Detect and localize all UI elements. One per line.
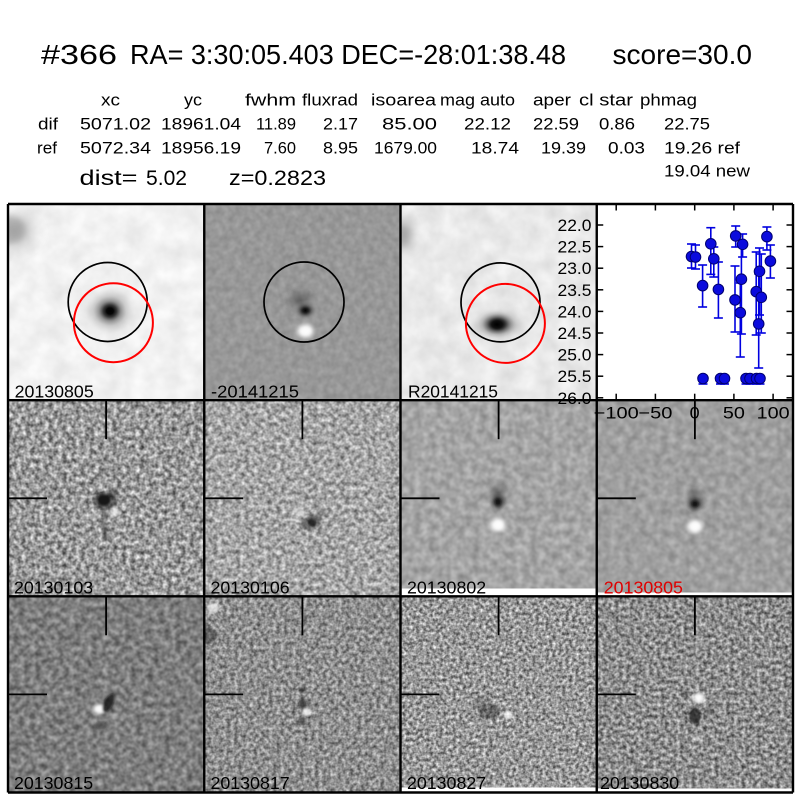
- svg-text:20130106: 20130106: [211, 577, 290, 597]
- svg-text:26.0: 26.0: [558, 389, 592, 408]
- svg-text:phmag: phmag: [640, 90, 697, 109]
- svg-text:dist=: dist=: [80, 166, 138, 190]
- svg-text:dif: dif: [38, 114, 58, 133]
- svg-text:score=30.0: score=30.0: [613, 39, 753, 70]
- svg-text:R20141215: R20141215: [408, 382, 498, 402]
- svg-text:5071.02: 5071.02: [80, 114, 151, 133]
- svg-text:xc: xc: [101, 90, 120, 109]
- svg-text:24.5: 24.5: [558, 324, 592, 343]
- svg-text:20130830: 20130830: [600, 773, 679, 793]
- svg-text:20130827: 20130827: [407, 773, 486, 793]
- svg-text:18.74: 18.74: [471, 138, 519, 157]
- svg-text:−50: −50: [638, 403, 672, 422]
- svg-text:isoarea: isoarea: [371, 90, 437, 109]
- svg-text:cl star: cl star: [579, 90, 634, 109]
- svg-text:0.03: 0.03: [608, 138, 645, 157]
- svg-text:22.59: 22.59: [533, 114, 579, 133]
- svg-text:fluxrad: fluxrad: [302, 90, 358, 109]
- svg-text:20130805: 20130805: [15, 382, 94, 402]
- svg-text:RA= 3:30:05.403 DEC=-28:01:38.: RA= 3:30:05.403 DEC=-28:01:38.48: [130, 39, 566, 70]
- svg-text:18961.04: 18961.04: [161, 114, 241, 133]
- svg-text:2.17: 2.17: [323, 114, 358, 133]
- svg-text:20130805: 20130805: [604, 577, 683, 597]
- svg-text:fwhm: fwhm: [245, 90, 296, 109]
- svg-text:yc: yc: [184, 90, 202, 109]
- svg-text:5.02: 5.02: [146, 166, 187, 190]
- svg-text:22.75: 22.75: [664, 114, 710, 133]
- svg-text:100: 100: [757, 403, 790, 422]
- svg-text:1679.00: 1679.00: [374, 138, 437, 157]
- svg-text:20130802: 20130802: [407, 577, 486, 597]
- svg-text:50: 50: [723, 403, 745, 422]
- svg-text:ref: ref: [37, 138, 57, 157]
- svg-text:25.5: 25.5: [558, 367, 592, 386]
- svg-text:0.86: 0.86: [599, 114, 635, 133]
- svg-text:22.12: 22.12: [464, 114, 511, 133]
- svg-text:11.89: 11.89: [256, 114, 296, 133]
- svg-text:19.39: 19.39: [541, 138, 586, 157]
- svg-text:#366: #366: [41, 39, 117, 70]
- svg-text:0: 0: [690, 403, 700, 422]
- svg-text:mag auto: mag auto: [440, 90, 515, 109]
- svg-text:20130817: 20130817: [211, 773, 290, 793]
- svg-text:20130103: 20130103: [14, 577, 93, 597]
- svg-text:18956.19: 18956.19: [161, 138, 241, 157]
- svg-text:19.04 new: 19.04 new: [664, 162, 751, 181]
- svg-text:22.0: 22.0: [558, 216, 592, 235]
- svg-text:25.0: 25.0: [558, 346, 592, 365]
- svg-text:85.00: 85.00: [382, 114, 437, 133]
- svg-text:19.26 ref: 19.26 ref: [664, 138, 740, 157]
- svg-text:7.60: 7.60: [264, 138, 296, 157]
- svg-text:-20141215: -20141215: [211, 382, 299, 402]
- svg-text:−100: −100: [594, 403, 639, 422]
- svg-text:23.5: 23.5: [558, 281, 592, 300]
- svg-text:23.0: 23.0: [558, 259, 592, 278]
- svg-text:8.95: 8.95: [323, 138, 358, 157]
- svg-text:20130815: 20130815: [14, 773, 93, 793]
- svg-text:aper: aper: [533, 90, 571, 109]
- svg-text:z=0.2823: z=0.2823: [229, 166, 326, 190]
- svg-text:5072.34: 5072.34: [80, 138, 151, 157]
- svg-text:24.0: 24.0: [558, 302, 592, 321]
- svg-text:22.5: 22.5: [558, 238, 592, 257]
